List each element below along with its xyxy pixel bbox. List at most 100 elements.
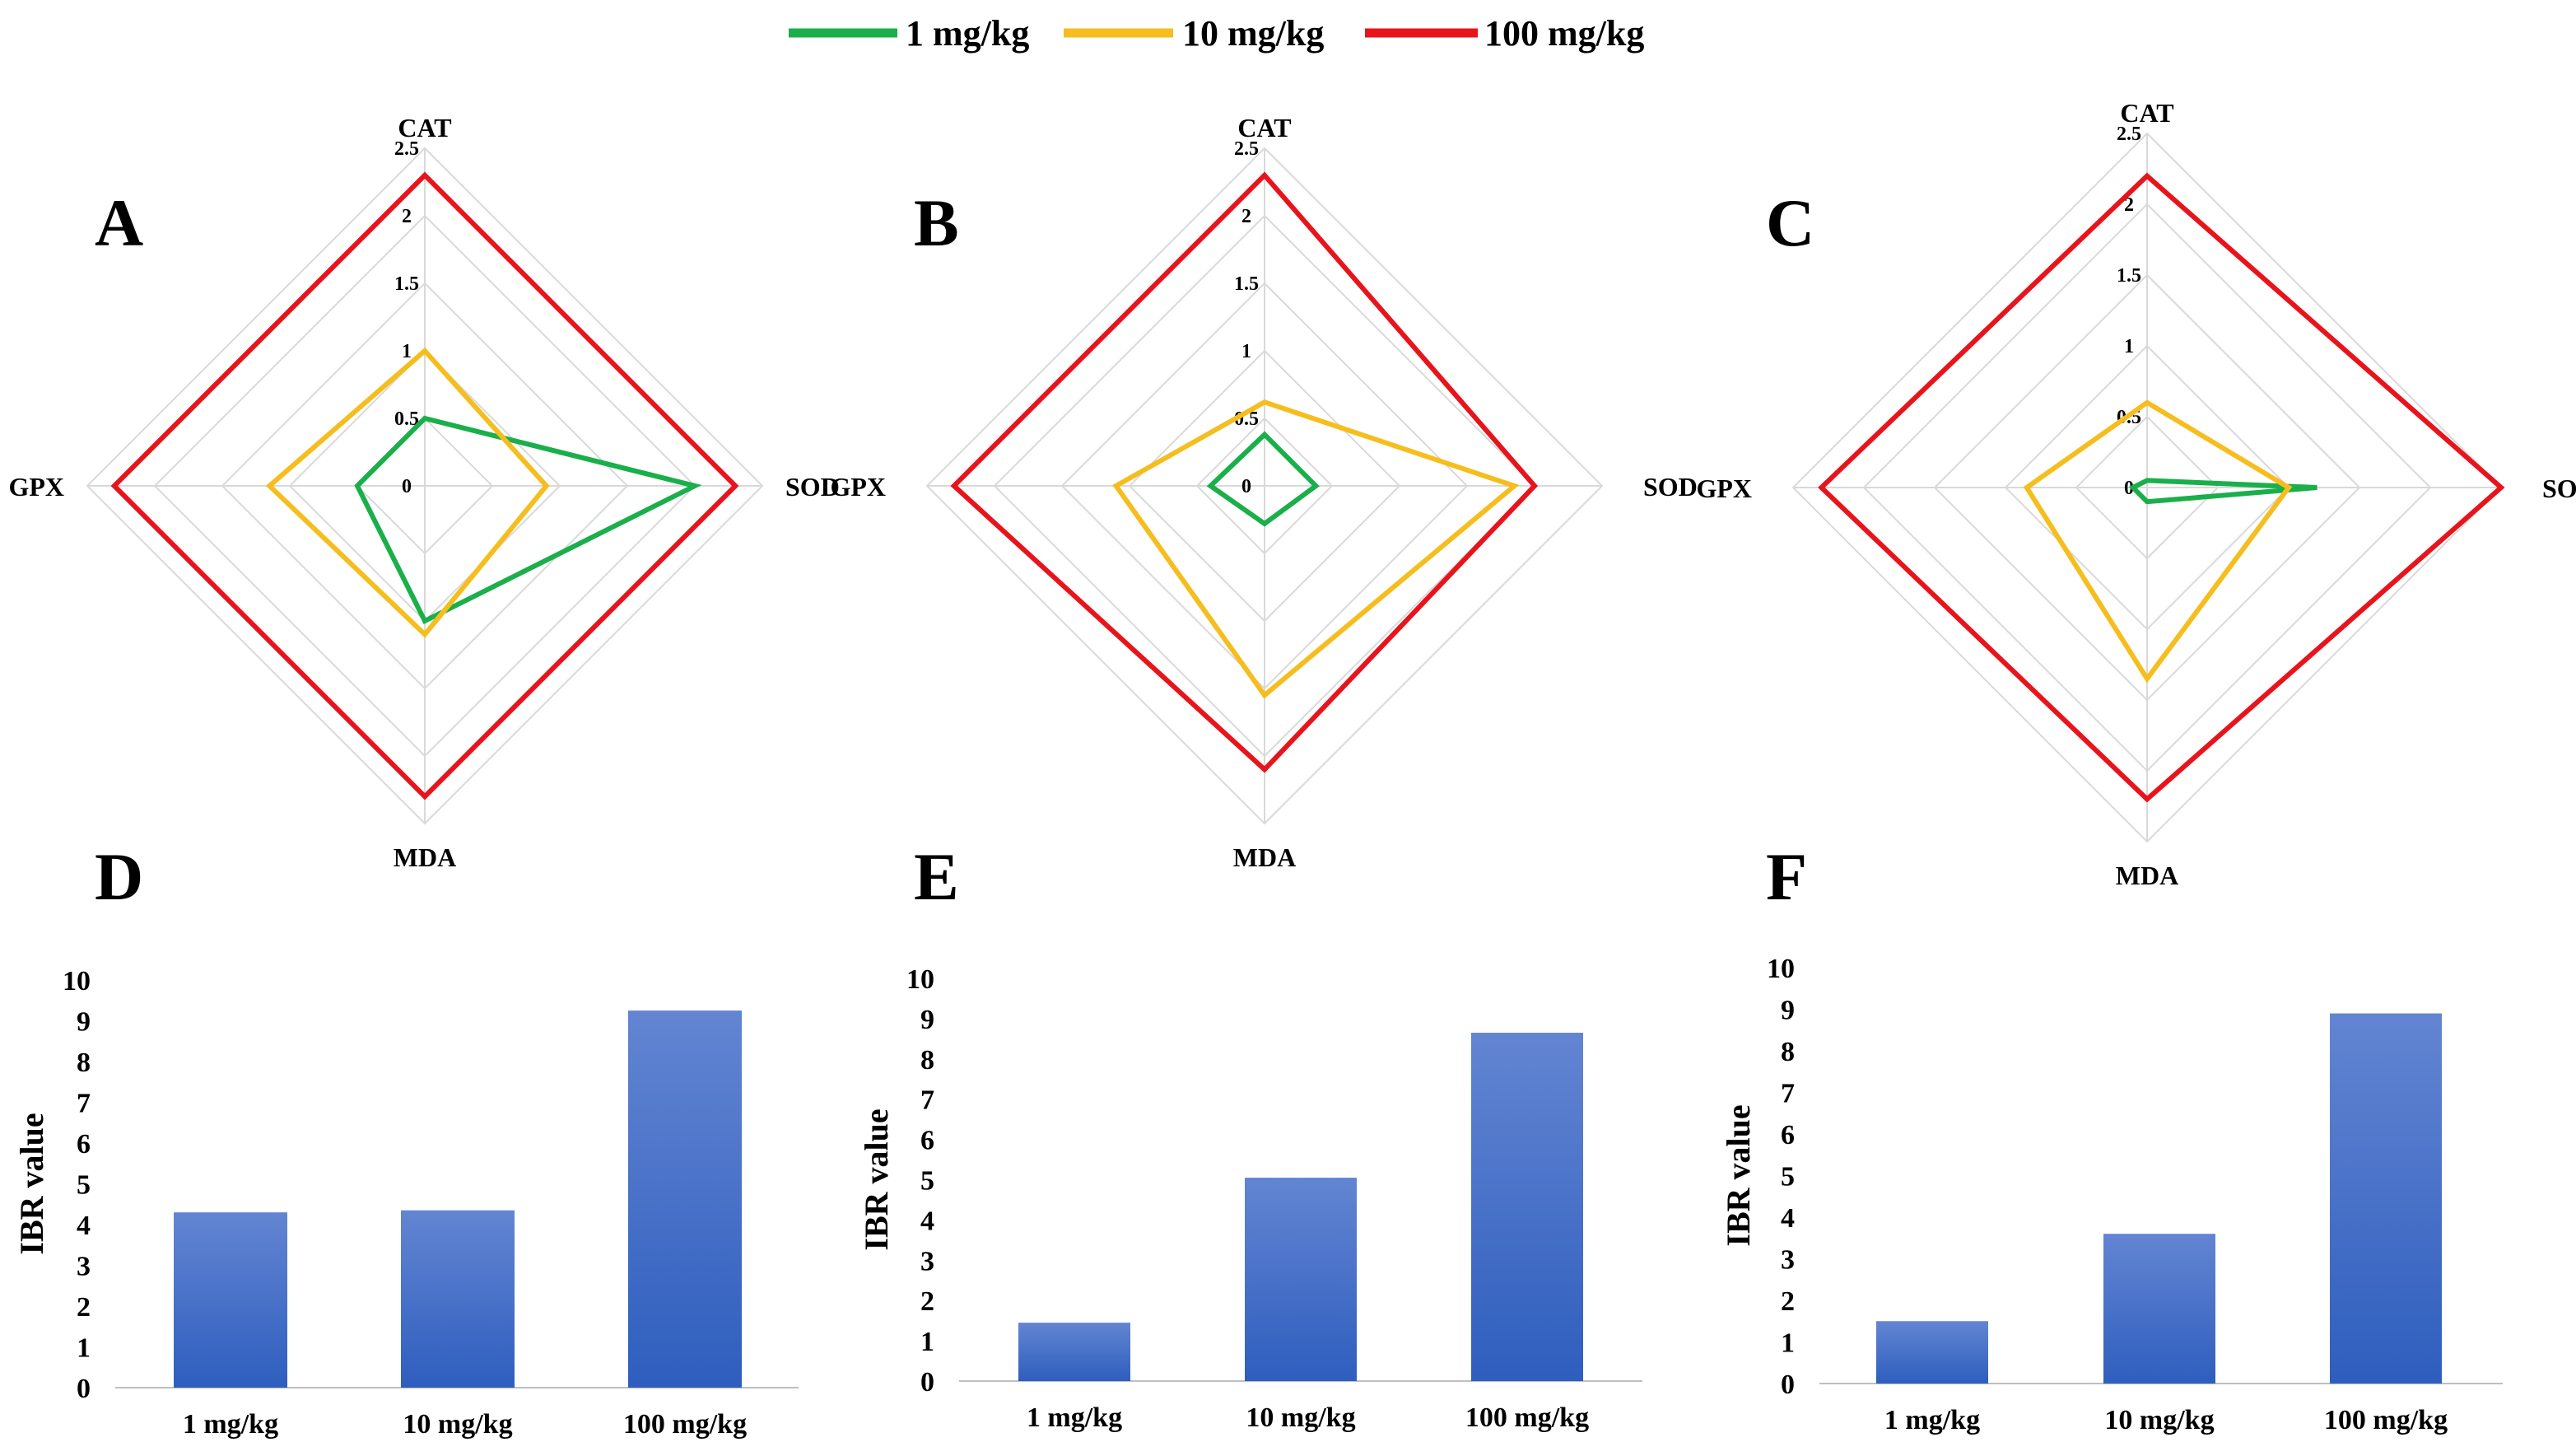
y-tick-label: 3 — [77, 1252, 91, 1282]
legend-label-1: 1 mg/kg — [906, 13, 1029, 54]
radar-tick-label: 2 — [1241, 206, 1251, 227]
y-tick-label: 3 — [1781, 1245, 1795, 1276]
x-category-label: 100 mg/kg — [2324, 1405, 2448, 1435]
y-tick-label: 7 — [920, 1085, 934, 1116]
y-tick-label: 0 — [920, 1367, 934, 1398]
axis-label-mda: MDA — [1233, 842, 1296, 872]
axis-label-gpx: GPX — [1696, 474, 1752, 503]
y-tick-label: 10 — [906, 964, 934, 995]
radar-series-3 — [950, 171, 1539, 773]
x-category-label: 1 mg/kg — [1884, 1405, 1980, 1435]
y-tick-label: 7 — [77, 1089, 91, 1119]
y-tick-label: 7 — [1781, 1079, 1795, 1109]
radar-tick-label: 1 — [402, 341, 412, 362]
radar-series-2 — [2023, 399, 2293, 684]
y-axis-label: IBR value — [858, 1108, 895, 1250]
axis-label-mda: MDA — [394, 842, 456, 872]
radar-tick-label: 2.5 — [394, 138, 419, 160]
y-tick-label: 10 — [1767, 954, 1795, 984]
legend-label-3: 100 mg/kg — [1484, 13, 1644, 54]
bar-chart-f: F 0 1 2 3 4 5 6 7 8 9 10 IBR value 1 mg/kg 10 mg/kg 100… — [1720, 839, 2503, 1435]
radar-tick-label: 1.5 — [2117, 265, 2141, 287]
y-tick-label: 1 — [920, 1327, 934, 1357]
axis-label-cat: CAT — [1237, 113, 1291, 142]
y-tick-label: 2 — [1781, 1286, 1795, 1317]
legend: 1 mg/kg 10 mg/kg 100 mg/kg — [789, 13, 1644, 54]
panel-label: E — [914, 839, 959, 914]
radar-tick-label: 2 — [402, 206, 412, 227]
axis-label-sod: SOD — [1643, 472, 1698, 502]
bar-2 — [401, 1210, 515, 1388]
radar-tick-label: 1.5 — [394, 273, 419, 295]
x-category-label: 10 mg/kg — [403, 1409, 512, 1440]
radar-tick-label: 2 — [2124, 194, 2134, 216]
radar-tick-label: 0 — [2124, 478, 2134, 499]
legend-label-2: 10 mg/kg — [1182, 13, 1324, 54]
y-tick-label: 0 — [77, 1374, 91, 1404]
y-tick-label: 4 — [77, 1211, 91, 1241]
radar-charts: A00.511.522.5CATSODMDAGPXB00.511.522.5CA… — [8, 98, 2576, 890]
radar-series-1 — [354, 415, 702, 625]
y-axis-label: IBR value — [1720, 1104, 1757, 1246]
radar-series-2 — [265, 347, 550, 638]
radar-series-1 — [1206, 431, 1320, 527]
bar-1 — [1876, 1321, 1988, 1384]
radar-tick-label: 0 — [402, 476, 412, 497]
y-tick-label: 3 — [920, 1246, 934, 1276]
y-tick-label: 2 — [77, 1292, 91, 1323]
panel-label: F — [1766, 839, 1807, 914]
x-category-label: 10 mg/kg — [2104, 1405, 2214, 1435]
y-tick-label: 4 — [1781, 1203, 1795, 1234]
bar-chart-e: E 0 1 2 3 4 5 6 7 8 9 10 IBR value 1 mg/kg 10 mg/kg 100… — [858, 839, 1642, 1433]
y-tick-label: 6 — [920, 1126, 934, 1156]
bar-3 — [2330, 1013, 2442, 1384]
y-tick-label: 5 — [1781, 1162, 1795, 1192]
bar-2 — [2103, 1234, 2215, 1384]
x-category-label: 1 mg/kg — [183, 1409, 278, 1440]
panel-label: B — [914, 185, 959, 260]
y-tick-label: 8 — [77, 1048, 91, 1078]
y-tick-label: 4 — [920, 1206, 934, 1236]
axis-label-cat: CAT — [2120, 98, 2173, 128]
panel-label: A — [95, 185, 143, 260]
y-tick-label: 1 — [1781, 1328, 1795, 1359]
x-category-label: 1 mg/kg — [1027, 1402, 1122, 1433]
radar-series-3 — [110, 171, 739, 800]
axis-label-mda: MDA — [2116, 861, 2178, 890]
x-category-label: 100 mg/kg — [623, 1409, 747, 1440]
axis-label-gpx: GPX — [8, 472, 64, 502]
y-tick-label: 5 — [920, 1166, 934, 1197]
x-category-label: 100 mg/kg — [1465, 1402, 1589, 1433]
y-tick-label: 10 — [63, 966, 91, 996]
y-tick-label: 8 — [920, 1045, 934, 1076]
axis-label-sod: SOD — [785, 472, 840, 502]
radar-tick-label: 1 — [2124, 336, 2134, 357]
axis-label-gpx: GPX — [830, 472, 886, 502]
y-tick-label: 8 — [1781, 1037, 1795, 1067]
y-tick-label: 5 — [77, 1170, 91, 1201]
radar-tick-label: 2.5 — [1234, 138, 1259, 160]
y-tick-label: 6 — [77, 1129, 91, 1160]
bar-2 — [1245, 1178, 1357, 1381]
radar-tick-label: 2.5 — [2117, 124, 2141, 145]
radar-tick-label: 1.5 — [1234, 273, 1259, 295]
y-axis-label: IBR value — [13, 1113, 50, 1254]
axis-label-sod: SOD — [2542, 474, 2576, 503]
bar-3 — [628, 1010, 742, 1388]
radar-series-3 — [1818, 172, 2505, 803]
panel-label: C — [1766, 185, 1814, 260]
radar-tick-label: 1 — [1241, 341, 1251, 362]
y-tick-label: 1 — [77, 1333, 91, 1364]
x-category-label: 10 mg/kg — [1246, 1402, 1355, 1433]
y-tick-label: 0 — [1781, 1370, 1795, 1400]
axis-label-cat: CAT — [398, 113, 451, 142]
y-tick-label: 9 — [77, 1007, 91, 1038]
radar-series-1 — [2128, 478, 2317, 505]
y-tick-label: 2 — [920, 1286, 934, 1317]
y-tick-label: 9 — [1781, 996, 1795, 1026]
